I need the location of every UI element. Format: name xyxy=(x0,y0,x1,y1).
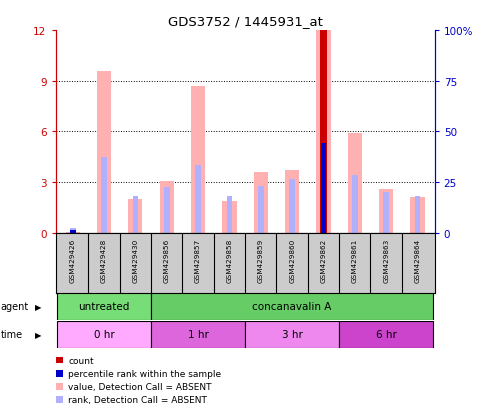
Bar xyxy=(191,87,205,233)
Bar xyxy=(128,199,142,233)
Text: GSM429863: GSM429863 xyxy=(383,238,389,282)
Bar xyxy=(195,166,201,233)
Title: GDS3752 / 1445931_at: GDS3752 / 1445931_at xyxy=(168,15,323,28)
Text: 3 hr: 3 hr xyxy=(282,329,302,339)
Bar xyxy=(379,190,393,233)
Bar xyxy=(352,176,357,233)
Text: GSM429428: GSM429428 xyxy=(101,238,107,282)
Text: GSM429856: GSM429856 xyxy=(164,238,170,282)
Bar xyxy=(285,171,299,233)
Bar xyxy=(227,196,232,233)
Bar xyxy=(101,157,107,233)
Bar xyxy=(320,31,327,233)
Bar xyxy=(245,321,339,348)
Text: GSM429858: GSM429858 xyxy=(227,238,232,282)
Text: GSM429857: GSM429857 xyxy=(195,238,201,282)
Text: time: time xyxy=(0,329,23,339)
Text: ▶: ▶ xyxy=(35,330,41,339)
Text: percentile rank within the sample: percentile rank within the sample xyxy=(68,369,221,378)
Bar xyxy=(151,293,433,320)
Bar xyxy=(160,181,174,233)
Text: 0 hr: 0 hr xyxy=(94,329,114,339)
Bar xyxy=(70,228,76,233)
Text: 1 hr: 1 hr xyxy=(188,329,209,339)
Bar xyxy=(348,134,362,233)
Bar xyxy=(164,188,170,233)
Bar xyxy=(414,196,420,233)
Bar xyxy=(316,31,330,233)
Text: rank, Detection Call = ABSENT: rank, Detection Call = ABSENT xyxy=(68,395,207,404)
Text: GSM429859: GSM429859 xyxy=(258,238,264,282)
Text: untreated: untreated xyxy=(78,301,130,312)
Bar xyxy=(411,198,425,233)
Bar xyxy=(57,321,151,348)
Bar xyxy=(57,293,151,320)
Bar xyxy=(222,201,237,233)
Bar xyxy=(258,186,264,233)
Text: concanavalin A: concanavalin A xyxy=(253,301,332,312)
Bar xyxy=(384,193,389,233)
Bar xyxy=(321,144,327,233)
Text: GSM429426: GSM429426 xyxy=(70,238,76,282)
Bar xyxy=(97,71,111,233)
Text: GSM429430: GSM429430 xyxy=(132,238,139,282)
Text: count: count xyxy=(68,356,94,365)
Text: value, Detection Call = ABSENT: value, Detection Call = ABSENT xyxy=(68,382,212,391)
Text: ▶: ▶ xyxy=(35,302,41,311)
Text: GSM429860: GSM429860 xyxy=(289,238,295,282)
Text: agent: agent xyxy=(0,301,28,312)
Bar xyxy=(133,196,138,233)
Bar xyxy=(254,173,268,233)
Bar xyxy=(321,144,327,233)
Bar xyxy=(151,321,245,348)
Text: GSM429862: GSM429862 xyxy=(320,238,327,282)
Text: 6 hr: 6 hr xyxy=(376,329,397,339)
Bar xyxy=(339,321,433,348)
Bar xyxy=(70,230,76,233)
Text: GSM429864: GSM429864 xyxy=(414,238,421,282)
Bar xyxy=(289,179,295,233)
Text: GSM429861: GSM429861 xyxy=(352,238,358,282)
